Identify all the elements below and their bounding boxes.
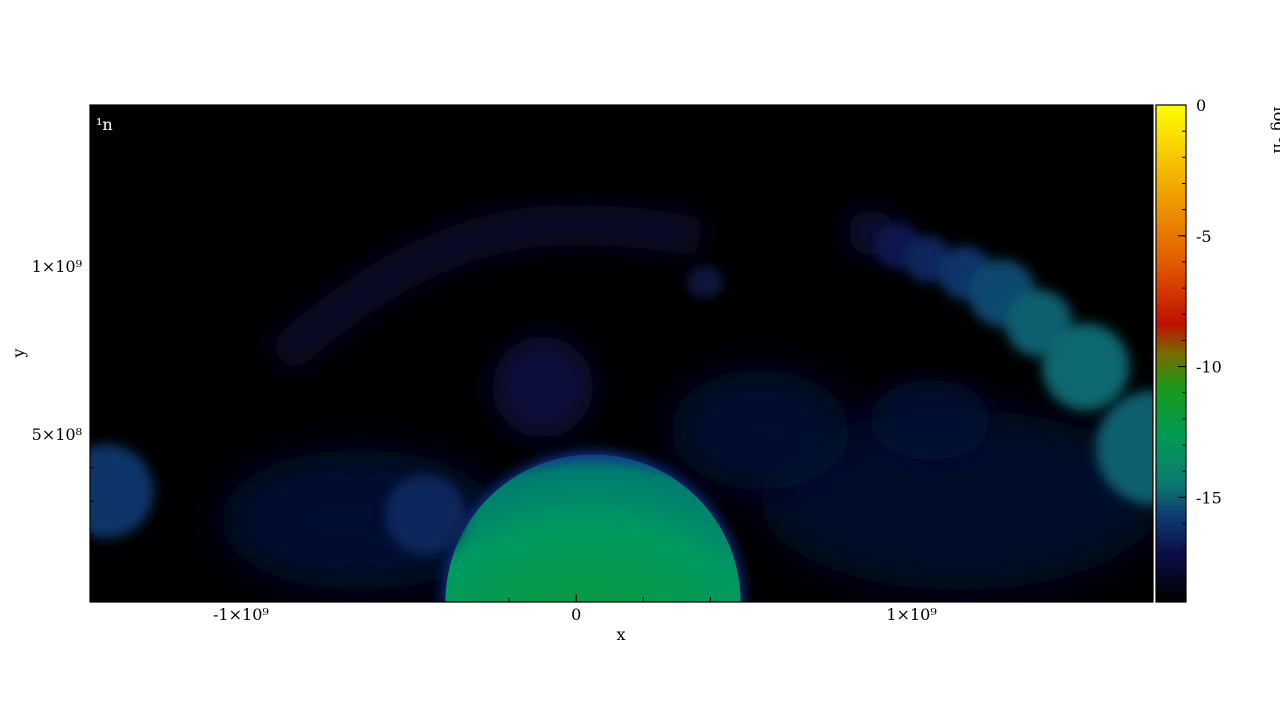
colorbar: 0 -5 -10 -15 log ¹n xyxy=(1155,96,1280,603)
faint-lower-right-haze xyxy=(760,410,1153,590)
feature-upper-center-blob xyxy=(492,336,593,438)
y-tick-label: 5×10⁸ xyxy=(32,425,82,444)
x-tick-label: 1×10⁹ xyxy=(886,605,937,624)
colorbar-tick-label: -5 xyxy=(1196,227,1212,246)
colorbar-tick-label: -15 xyxy=(1196,488,1222,507)
feature-right-edge-blob xyxy=(1096,390,1153,505)
feature-central-shell xyxy=(445,454,741,602)
plot-frame xyxy=(89,104,1154,603)
colorbar-label: log ¹n xyxy=(1270,107,1280,154)
heatmap-plot-area xyxy=(90,105,1153,602)
faint-mid-haze xyxy=(670,370,850,490)
x-tick-label: 0 xyxy=(571,605,581,624)
panel-label: ¹n xyxy=(96,115,113,134)
faint-top-blob xyxy=(687,266,723,298)
feature-left-edge-blob xyxy=(90,444,154,539)
x-tick-label: -1×10⁹ xyxy=(213,605,269,624)
y-axis-label: y xyxy=(9,348,28,358)
feature-left-center-blob xyxy=(385,474,466,555)
y-tick-label: 1×10⁹ xyxy=(32,257,83,276)
x-axis-label: x xyxy=(616,625,625,644)
heatmap-features xyxy=(90,204,1153,602)
x-tick-labels: -1×10⁹ 0 1×10⁹ xyxy=(213,605,937,624)
minor-ticks xyxy=(90,131,1114,602)
colorbar-tick-label: -10 xyxy=(1196,358,1222,377)
y-tick-labels: 5×10⁸ 1×10⁹ xyxy=(32,257,83,444)
colorbar-ticks: 0 -5 -10 -15 xyxy=(1178,96,1222,603)
faint-upper-arc xyxy=(266,204,708,375)
colorbar-tick-label: 0 xyxy=(1196,96,1206,115)
colorbar-gradient xyxy=(1155,104,1187,603)
faint-right-haze xyxy=(870,380,990,460)
axes: -1×10⁹ 0 1×10⁹ 5×10⁸ 1×10⁹ x y ¹n xyxy=(9,104,1154,644)
feature-right-chain-7 xyxy=(1042,323,1130,411)
